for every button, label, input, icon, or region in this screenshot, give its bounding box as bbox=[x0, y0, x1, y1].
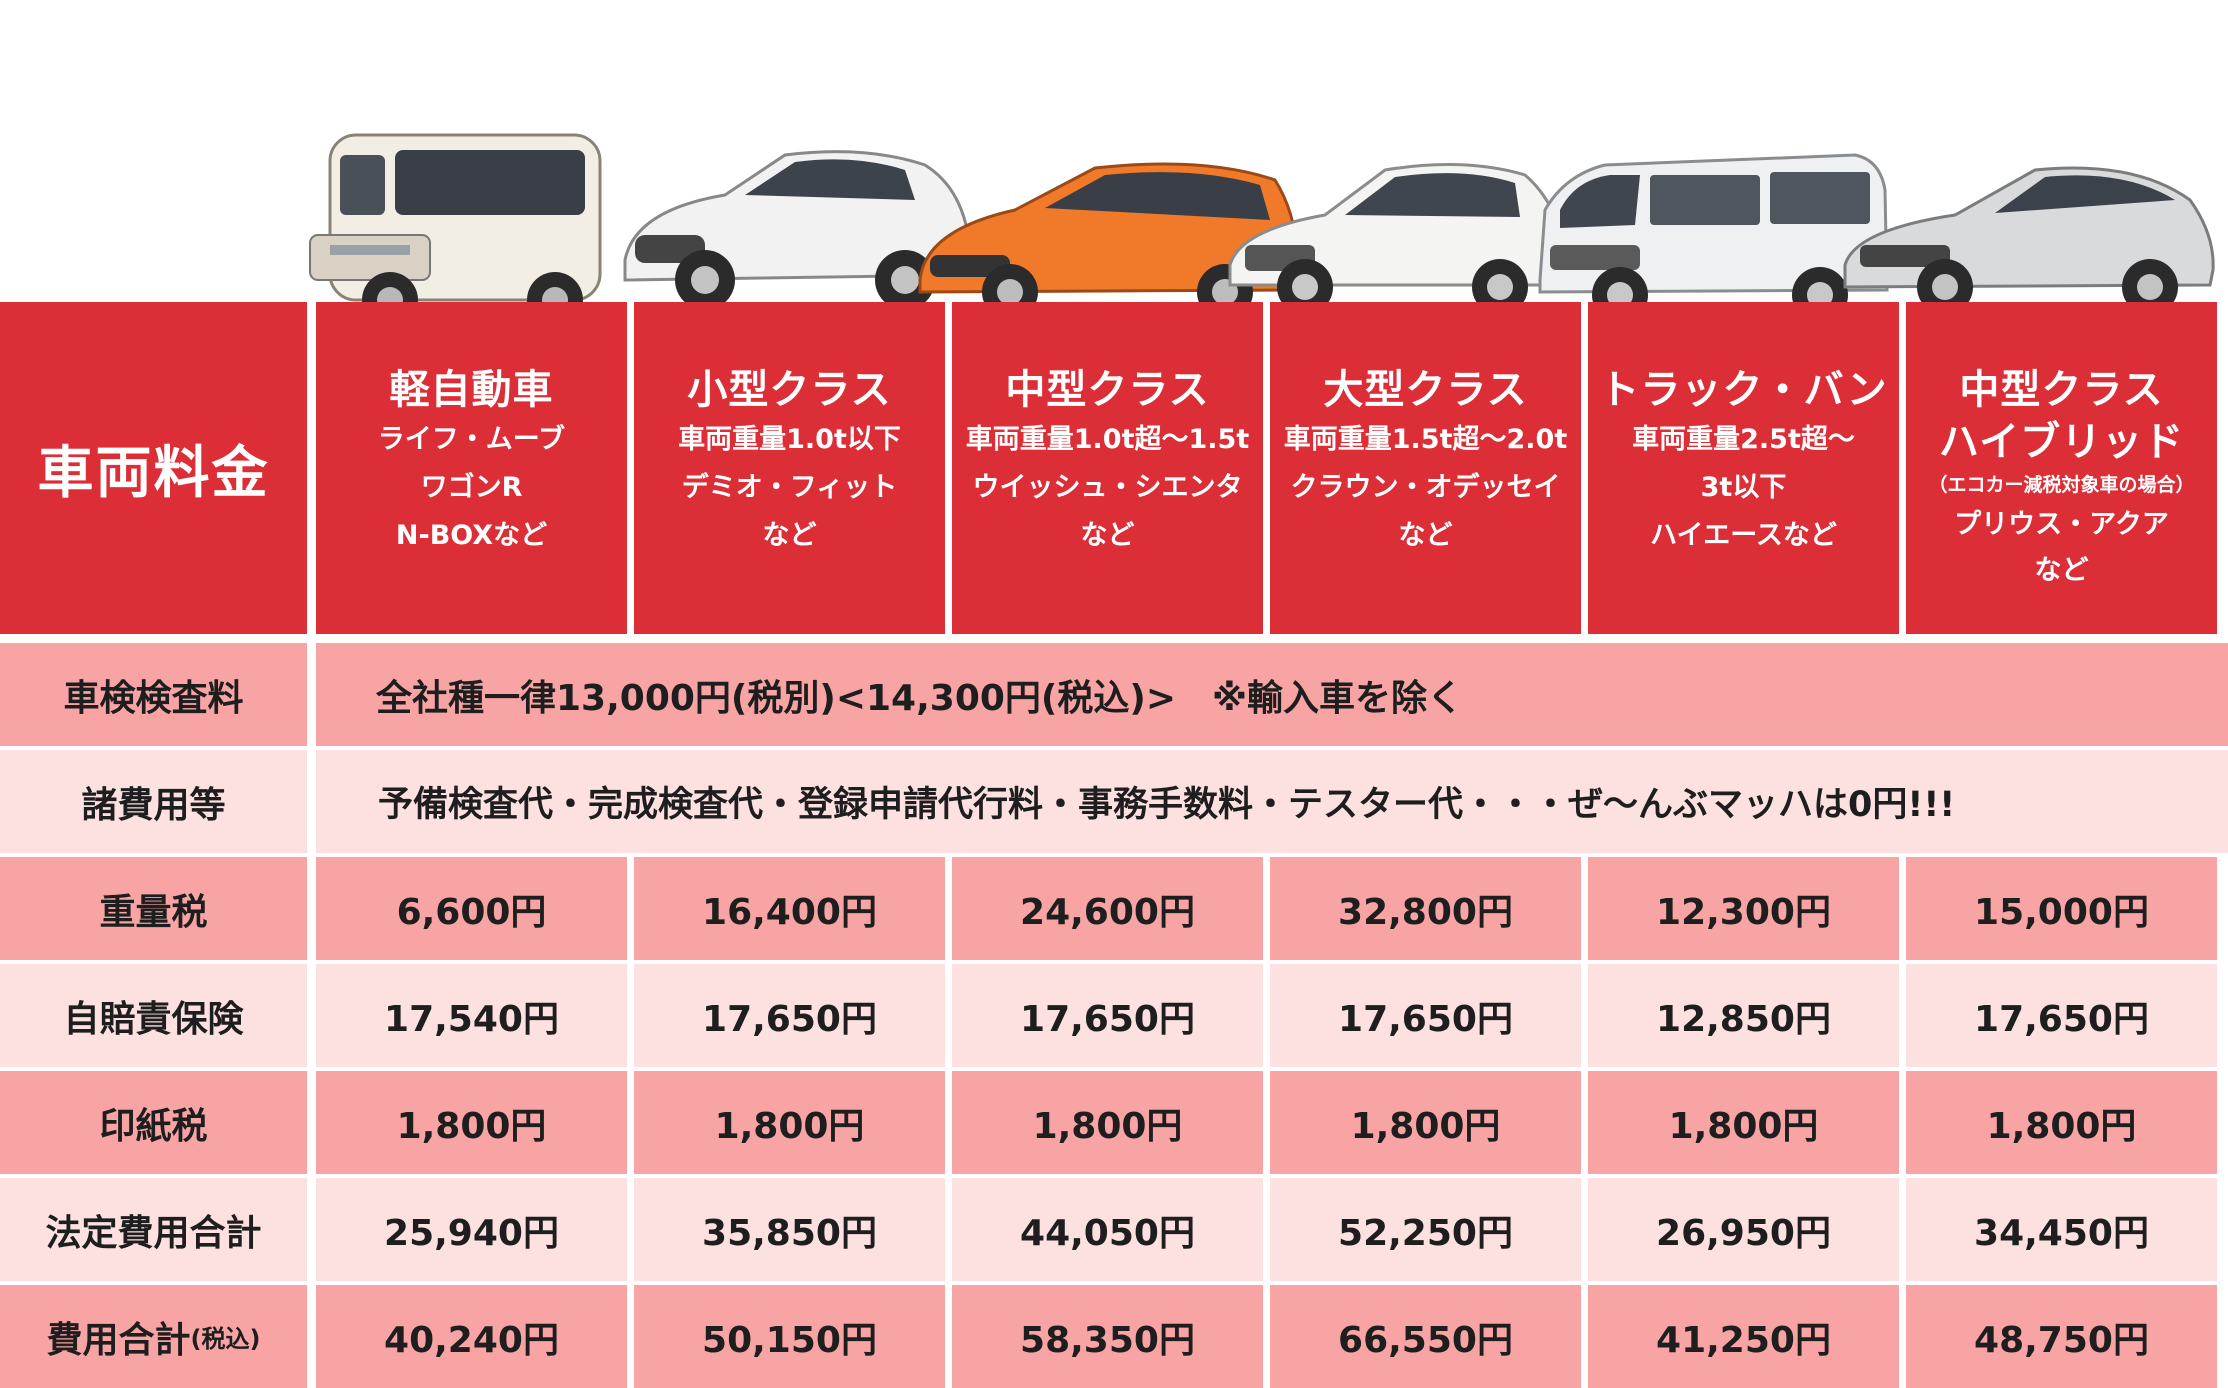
col-line: ライフ・ムーブ bbox=[377, 424, 566, 455]
header-col-hybrid: 中型クラス ハイブリッド （エコカー減税対象車の場合） プリウス・アクア など bbox=[1906, 302, 2217, 634]
row-value: 1,800円 bbox=[1906, 1071, 2217, 1174]
row-value: 17,650円 bbox=[634, 964, 945, 1067]
row-value: 34,450円 bbox=[1906, 1178, 2217, 1281]
row-value: 25,940円 bbox=[316, 1178, 627, 1281]
row-label-main: 費用合計 bbox=[46, 1319, 191, 1361]
header-corner-label: 車両料金 bbox=[37, 440, 270, 506]
col-line: など bbox=[762, 520, 817, 551]
row-value: 50,150円 bbox=[634, 1285, 945, 1388]
row-label: 印紙税 bbox=[0, 1071, 307, 1174]
row-label: 法定費用合計 bbox=[0, 1178, 307, 1281]
row-value: 41,250円 bbox=[1588, 1285, 1899, 1388]
row-value: 1,800円 bbox=[1270, 1071, 1581, 1174]
col-title: トラック・バン bbox=[1599, 367, 1888, 413]
car-illustrations bbox=[300, 100, 2228, 330]
col-line: 車両重量1.5t超〜2.0t bbox=[1283, 424, 1568, 455]
row-value: 40,240円 bbox=[316, 1285, 627, 1388]
col-title: 小型クラス bbox=[687, 367, 892, 413]
col-line: N-BOXなど bbox=[395, 520, 548, 551]
row-label: 諸費用等 bbox=[0, 750, 307, 853]
col-title: 大型クラス bbox=[1323, 367, 1528, 413]
col-line: プリウス・アクア bbox=[1954, 509, 2169, 540]
col-line: ワゴンR bbox=[420, 472, 523, 503]
col-line: など bbox=[1398, 520, 1453, 551]
compact-car-icon bbox=[605, 140, 985, 320]
row-value: 6,600円 bbox=[316, 857, 627, 960]
col-line: 車両重量1.0t超〜1.5t bbox=[965, 424, 1250, 455]
row-value: 32,800円 bbox=[1270, 857, 1581, 960]
row-value: 26,950円 bbox=[1588, 1178, 1899, 1281]
row-grand-total: 費用合計 (税込) 40,240円 50,150円 58,350円 66,550円… bbox=[0, 1285, 2228, 1388]
col-line: ウイッシュ・シエンタ bbox=[972, 472, 1243, 503]
col-note: （エコカー減税対象車の場合） bbox=[1928, 474, 2195, 496]
col-line: ハイエースなど bbox=[1650, 520, 1837, 551]
row-label-small: (税込) bbox=[190, 1325, 261, 1353]
header-col-truck: トラック・バン 車両重量2.5t超〜 3t以下 ハイエースなど bbox=[1588, 302, 1899, 634]
row-text: 全社種一律13,000円(税別)<14,300円(税込)> ※輸入車を除く bbox=[316, 643, 2228, 746]
col-title: 中型クラス bbox=[1959, 367, 2164, 413]
row-value: 44,050円 bbox=[952, 1178, 1263, 1281]
col-line: など bbox=[1080, 520, 1135, 551]
row-value: 12,850円 bbox=[1588, 964, 1899, 1067]
row-value: 17,650円 bbox=[952, 964, 1263, 1067]
row-value: 24,600円 bbox=[952, 857, 1263, 960]
row-legal-total: 法定費用合計 25,940円 35,850円 44,050円 52,250円 2… bbox=[0, 1178, 2228, 1281]
row-weight-tax: 重量税 6,600円 16,400円 24,600円 32,800円 12,30… bbox=[0, 857, 2228, 960]
row-text: 予備検査代・完成検査代・登録申請代行料・事務手数料・テスター代・・・ぜ〜んぶマッ… bbox=[316, 750, 2228, 853]
row-insurance: 自賠責保険 17,540円 17,650円 17,650円 17,650円 12… bbox=[0, 964, 2228, 1067]
row-stamp-tax: 印紙税 1,800円 1,800円 1,800円 1,800円 1,800円 1… bbox=[0, 1071, 2228, 1174]
row-value: 17,650円 bbox=[1270, 964, 1581, 1067]
col-line: デミオ・フィット bbox=[681, 472, 898, 503]
row-value: 15,000円 bbox=[1906, 857, 2217, 960]
col-line: など bbox=[2034, 555, 2089, 586]
row-value: 1,800円 bbox=[1588, 1071, 1899, 1174]
row-value: 48,750円 bbox=[1906, 1285, 2217, 1388]
row-value: 17,650円 bbox=[1906, 964, 2217, 1067]
sedan-car-icon bbox=[1215, 145, 1575, 325]
col-line: クラウン・オデッセイ bbox=[1290, 472, 1561, 503]
row-misc-fees: 諸費用等 予備検査代・完成検査代・登録申請代行料・事務手数料・テスター代・・・ぜ… bbox=[0, 750, 2228, 853]
header-col-compact: 小型クラス 車両重量1.0t以下 デミオ・フィット など bbox=[634, 302, 945, 634]
row-label: 自賠責保険 bbox=[0, 964, 307, 1067]
col-line: 車両重量1.0t以下 bbox=[678, 424, 901, 455]
row-value: 1,800円 bbox=[952, 1071, 1263, 1174]
row-value: 58,350円 bbox=[952, 1285, 1263, 1388]
row-inspection-fee: 車検検査料 全社種一律13,000円(税別)<14,300円(税込)> ※輸入車… bbox=[0, 643, 2228, 746]
row-label: 車検検査料 bbox=[0, 643, 307, 746]
col-title-2: ハイブリッド bbox=[1938, 419, 2185, 465]
row-value: 52,250円 bbox=[1270, 1178, 1581, 1281]
header-corner: 車両料金 bbox=[0, 302, 307, 634]
col-title: 軽自動車 bbox=[389, 367, 554, 413]
col-line: 3t以下 bbox=[1700, 472, 1787, 503]
van-car-icon bbox=[1525, 130, 1895, 330]
row-value: 1,800円 bbox=[634, 1071, 945, 1174]
row-value: 17,540円 bbox=[316, 964, 627, 1067]
header-col-mid: 中型クラス 車両重量1.0t超〜1.5t ウイッシュ・シエンタ など bbox=[952, 302, 1263, 634]
row-value: 35,850円 bbox=[634, 1178, 945, 1281]
hybrid-car-icon bbox=[1835, 145, 2220, 320]
header-col-large: 大型クラス 車両重量1.5t超〜2.0t クラウン・オデッセイ など bbox=[1270, 302, 1581, 634]
col-title: 中型クラス bbox=[1005, 367, 1210, 413]
row-label: 費用合計 (税込) bbox=[0, 1285, 307, 1388]
col-line: 車両重量2.5t超〜 bbox=[1632, 424, 1855, 455]
row-value: 16,400円 bbox=[634, 857, 945, 960]
row-value: 66,550円 bbox=[1270, 1285, 1581, 1388]
row-value: 12,300円 bbox=[1588, 857, 1899, 960]
header-col-kei: 軽自動車 ライフ・ムーブ ワゴンR N-BOXなど bbox=[316, 302, 627, 634]
kei-car-icon bbox=[300, 115, 650, 330]
row-value: 1,800円 bbox=[316, 1071, 627, 1174]
row-label: 重量税 bbox=[0, 857, 307, 960]
